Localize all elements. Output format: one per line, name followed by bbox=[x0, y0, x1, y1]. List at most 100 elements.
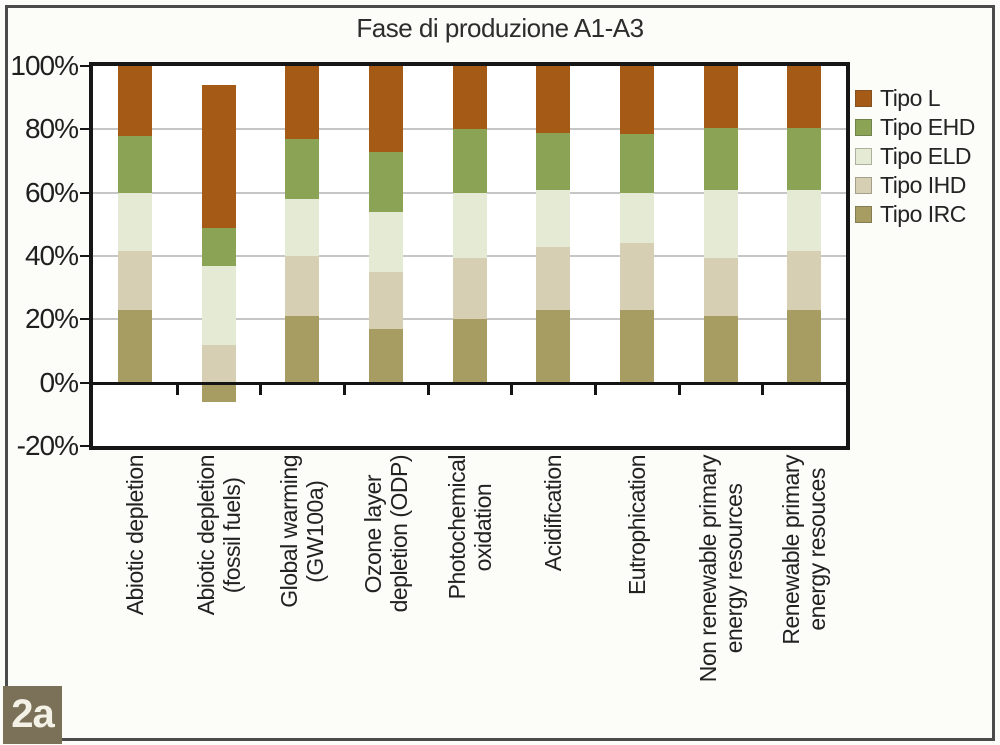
bar-segment-ELD-cat4 bbox=[368, 211, 403, 272]
category-axis-tick-3 bbox=[343, 382, 346, 395]
y-axis-tick-0 bbox=[80, 381, 89, 384]
bar-segment-L-cat8 bbox=[703, 66, 738, 128]
chart-title: Fase di produzione A1-A3 bbox=[356, 13, 644, 43]
y-tick-label-0: 0% bbox=[39, 366, 79, 398]
legend-swatch-IHD bbox=[855, 177, 872, 194]
legend-swatch-L bbox=[855, 90, 872, 107]
y-tick-label-40: 40% bbox=[24, 240, 79, 271]
figure-badge-label: 2a bbox=[11, 691, 54, 736]
category-label-7: Eutrophication bbox=[623, 455, 650, 596]
bar-segment-IHD-cat8 bbox=[703, 257, 738, 317]
bar-segment-EHD-cat9 bbox=[787, 127, 822, 190]
legend-item-EHD: Tipo EHD bbox=[855, 113, 975, 142]
plot-frame-bottom bbox=[89, 446, 850, 450]
bar-segment-EHD-cat3 bbox=[285, 138, 320, 199]
bar-segment-L-cat9 bbox=[787, 66, 822, 128]
bar-segment-IHD-cat3 bbox=[285, 256, 320, 317]
category-label-5: Photochemical oxidation bbox=[443, 455, 496, 600]
bar-segment-IHD-cat2 bbox=[201, 344, 236, 383]
bar-segment-L-cat3 bbox=[285, 66, 320, 139]
figure-badge: 2a bbox=[3, 686, 62, 744]
bar-segment-L-cat5 bbox=[452, 66, 487, 130]
legend-label-IRC: Tipo IRC bbox=[880, 201, 966, 227]
category-axis-tick-5 bbox=[510, 382, 514, 395]
bar-segment-IRC-cat5 bbox=[452, 319, 487, 383]
category-label-wrap-9: Renewable primary energy resouces bbox=[744, 455, 864, 645]
bar-segment-IRC-cat6 bbox=[536, 309, 571, 383]
bar-segment-IRC-cat4 bbox=[368, 328, 403, 383]
bar-segment-EHD-cat6 bbox=[536, 132, 571, 190]
bar-segment-IHD-cat6 bbox=[536, 246, 571, 310]
bar-segment-IRC-cat2 bbox=[201, 382, 236, 402]
legend-item-IRC: Tipo IRC bbox=[855, 200, 975, 229]
bar-segment-IRC-cat7 bbox=[619, 309, 654, 383]
legend-swatch-ELD bbox=[855, 148, 872, 165]
bar-segment-L-cat7 bbox=[619, 66, 654, 135]
bar-segment-L-cat1 bbox=[117, 66, 152, 136]
bar-segment-L-cat6 bbox=[536, 66, 571, 133]
plot-frame-right bbox=[846, 62, 850, 450]
legend-label-IHD: Tipo IHD bbox=[880, 172, 966, 198]
bar-segment-EHD-cat2 bbox=[201, 227, 236, 266]
bar-segment-ELD-cat7 bbox=[619, 192, 654, 244]
bar-segment-EHD-cat1 bbox=[117, 135, 152, 193]
category-axis-tick-8 bbox=[761, 382, 765, 395]
y-axis-tick-100 bbox=[80, 65, 89, 67]
bar-segment-IHD-cat5 bbox=[452, 257, 487, 320]
legend-item-L: Tipo L bbox=[855, 84, 975, 113]
y-axis-tick--20 bbox=[80, 445, 89, 447]
bar-segment-EHD-cat7 bbox=[619, 134, 654, 193]
y-axis-tick-60 bbox=[80, 191, 89, 194]
y-axis-tick-20 bbox=[80, 318, 89, 321]
category-label-6: Acidification bbox=[540, 455, 567, 572]
bar-segment-L-cat4 bbox=[368, 66, 403, 152]
bar-segment-ELD-cat8 bbox=[703, 189, 738, 258]
legend-item-IHD: Tipo IHD bbox=[855, 171, 975, 200]
y-tick-label-100: 100% bbox=[10, 50, 79, 81]
legend: Tipo L Tipo EHD Tipo ELD Tipo IHD Tipo IRC bbox=[855, 84, 975, 229]
category-label-4: Ozone layer depletion (ODP) bbox=[359, 455, 412, 613]
legend-label-ELD: Tipo ELD bbox=[880, 143, 972, 169]
legend-swatch-EHD bbox=[855, 119, 872, 136]
x-axis-zero-line bbox=[93, 381, 846, 385]
legend-label-EHD: Tipo EHD bbox=[880, 114, 975, 140]
y-tick-label-20: 20% bbox=[24, 303, 79, 335]
bar-segment-EHD-cat5 bbox=[452, 129, 487, 193]
y-tick-label-80: 80% bbox=[24, 113, 79, 145]
bar-segment-IHD-cat1 bbox=[117, 251, 152, 310]
bar-segment-EHD-cat8 bbox=[703, 127, 738, 190]
category-label-3: Global warming (GW100a) bbox=[276, 455, 329, 608]
bar-segment-IRC-cat9 bbox=[787, 309, 822, 383]
bar-segment-IRC-cat3 bbox=[285, 316, 320, 383]
category-label-1: Abiotic depletion bbox=[121, 455, 148, 616]
bar-segment-ELD-cat1 bbox=[117, 192, 152, 252]
bar-segment-L-cat2 bbox=[201, 85, 236, 228]
y-axis-tick-40 bbox=[80, 255, 89, 257]
category-axis-tick-6 bbox=[594, 382, 597, 395]
legend-swatch-IRC bbox=[855, 206, 872, 223]
category-label-8: Non renewable primary energy resources bbox=[694, 455, 747, 683]
bar-segment-IHD-cat7 bbox=[619, 243, 654, 310]
y-axis-line bbox=[89, 62, 93, 450]
bar-segment-ELD-cat2 bbox=[201, 265, 236, 345]
bar-segment-ELD-cat5 bbox=[452, 192, 487, 258]
category-label-2: Abiotic depletion (fossil fuels) bbox=[192, 455, 245, 616]
bar-segment-IHD-cat9 bbox=[787, 251, 822, 310]
plot-area bbox=[93, 66, 846, 446]
category-axis-tick-7 bbox=[677, 382, 681, 395]
bar-segment-IRC-cat1 bbox=[117, 309, 152, 383]
bar-segment-ELD-cat6 bbox=[536, 189, 571, 247]
category-axis-tick-4 bbox=[426, 382, 430, 395]
legend-item-ELD: Tipo ELD bbox=[855, 142, 975, 171]
bar-segment-ELD-cat3 bbox=[285, 199, 320, 256]
y-tick-label-60: 60% bbox=[24, 176, 79, 208]
category-axis-tick-1 bbox=[175, 382, 179, 395]
y-tick-label--20: -20% bbox=[16, 430, 79, 461]
bar-segment-ELD-cat9 bbox=[787, 189, 822, 252]
y-axis-tick-80 bbox=[80, 128, 89, 131]
bar-segment-IHD-cat4 bbox=[368, 271, 403, 329]
bar-segment-EHD-cat4 bbox=[368, 151, 403, 212]
category-axis-tick-2 bbox=[259, 382, 263, 395]
plot-frame-top bbox=[89, 62, 850, 66]
